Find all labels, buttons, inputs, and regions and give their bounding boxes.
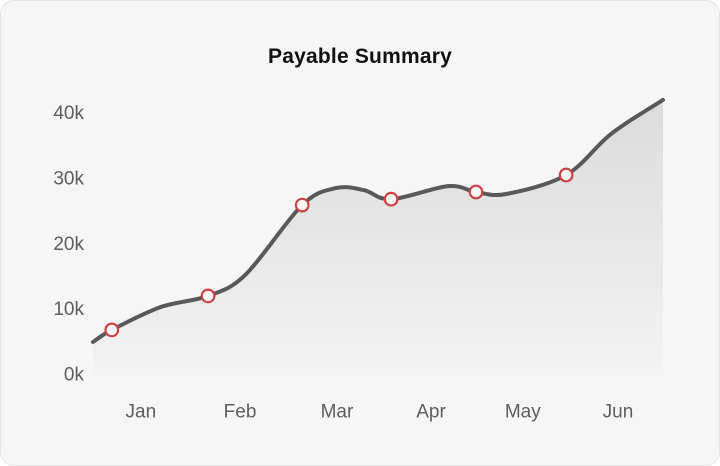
data-point-apr[interactable] xyxy=(383,191,399,207)
area-fill xyxy=(93,99,663,376)
x-axis-label-jan: Jan xyxy=(126,402,157,423)
chart-title: Payable Summary xyxy=(268,45,452,68)
line-series xyxy=(91,97,665,344)
data-point-jan[interactable] xyxy=(104,322,120,338)
x-axis-label-jun: Jun xyxy=(603,402,634,423)
y-axis-label-20k: 20k xyxy=(53,234,84,255)
x-axis-label-feb: Feb xyxy=(224,402,257,423)
data-point-may[interactable] xyxy=(468,184,484,200)
x-axis-label-may: May xyxy=(505,402,541,423)
data-point-feb[interactable] xyxy=(200,288,216,304)
y-axis-label-40k: 40k xyxy=(53,103,84,124)
x-axis-label-mar: Mar xyxy=(321,402,354,423)
x-axis-label-apr: Apr xyxy=(416,402,446,423)
y-axis-label-10k: 10k xyxy=(53,299,84,320)
y-axis-label-0k: 0k xyxy=(64,365,85,386)
y-axis-label-30k: 30k xyxy=(53,168,84,189)
data-point-mar[interactable] xyxy=(294,197,310,213)
data-point-jun[interactable] xyxy=(558,167,574,183)
